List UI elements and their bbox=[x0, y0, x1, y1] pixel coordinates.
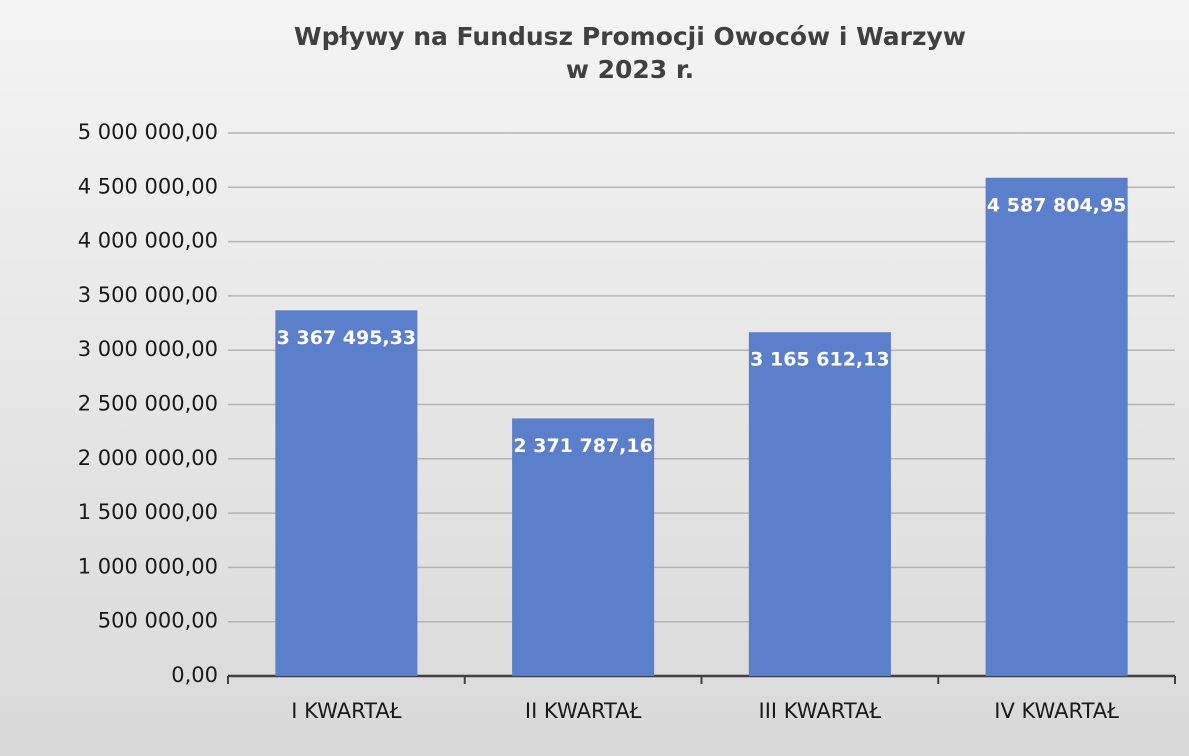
y-tick-label: 2 500 000,00 bbox=[78, 392, 218, 416]
x-tick-label: IV KWARTAŁ bbox=[994, 699, 1119, 723]
y-tick-label: 4 500 000,00 bbox=[78, 174, 218, 198]
y-tick-label: 2 000 000,00 bbox=[78, 446, 218, 470]
x-tick-label: I KWARTAŁ bbox=[291, 699, 401, 723]
y-tick-label: 500 000,00 bbox=[98, 609, 218, 633]
y-tick-label: 1 000 000,00 bbox=[78, 554, 218, 578]
data-label: 4 587 804,95 bbox=[987, 194, 1126, 216]
data-label: 3 367 495,33 bbox=[277, 327, 416, 349]
data-label: 3 165 612,13 bbox=[750, 349, 889, 371]
bar bbox=[985, 177, 1128, 676]
y-tick-label: 3 500 000,00 bbox=[78, 283, 218, 307]
chart-title: w 2023 r. bbox=[566, 55, 694, 84]
y-tick-label: 0,00 bbox=[171, 663, 218, 687]
chart-title: Wpływy na Fundusz Promocji Owoców i Warz… bbox=[294, 22, 966, 51]
bar bbox=[275, 310, 418, 676]
x-tick-label: III KWARTAŁ bbox=[759, 699, 882, 723]
y-tick-label: 1 500 000,00 bbox=[78, 500, 218, 524]
y-tick-label: 4 000 000,00 bbox=[78, 229, 218, 253]
x-tick-label: II KWARTAŁ bbox=[525, 699, 642, 723]
y-tick-label: 5 000 000,00 bbox=[78, 120, 218, 144]
bar bbox=[512, 418, 655, 676]
data-label: 2 371 787,16 bbox=[513, 435, 652, 457]
y-tick-label: 3 000 000,00 bbox=[78, 337, 218, 361]
bar bbox=[748, 332, 891, 676]
